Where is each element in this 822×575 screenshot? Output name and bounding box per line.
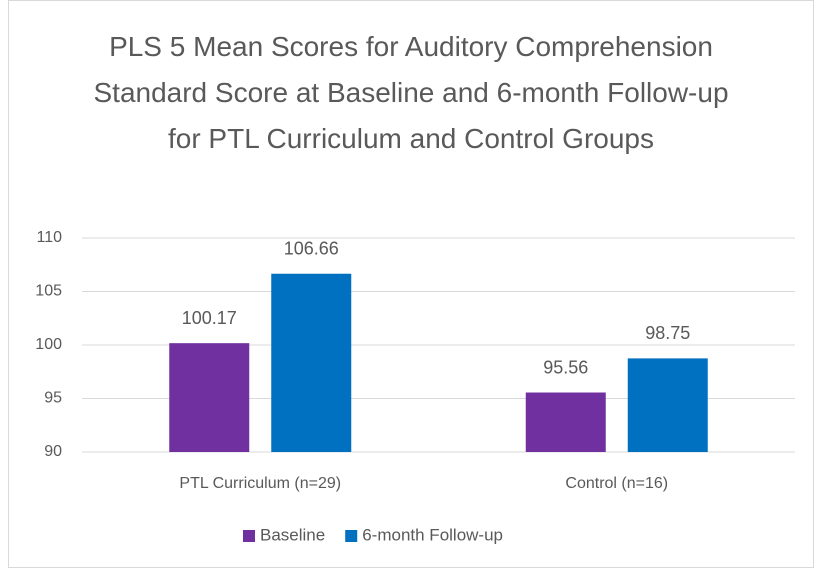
chart-border xyxy=(8,0,814,568)
y-tick-label: 110 xyxy=(36,229,62,246)
bar xyxy=(271,273,352,452)
legend-swatch xyxy=(243,530,255,542)
x-tick-label: PTL Curriculum (n=29) xyxy=(179,475,341,492)
chart-title: PLS 5 Mean Scores for Auditory Comprehen… xyxy=(93,31,729,154)
x-tick-label: Control (n=16) xyxy=(565,475,668,492)
data-label: 98.75 xyxy=(645,323,690,343)
y-tick-label: 105 xyxy=(35,283,62,300)
y-tick-label: 100 xyxy=(35,336,62,353)
bar xyxy=(525,392,606,452)
legend-label: Baseline xyxy=(260,525,325,544)
data-label: 95.56 xyxy=(543,357,588,377)
bar xyxy=(169,343,250,452)
data-label: 106.66 xyxy=(284,238,339,258)
y-tick-label: 95 xyxy=(44,390,62,407)
y-tick-label: 90 xyxy=(44,443,62,460)
legend-label: 6-month Follow-up xyxy=(362,525,503,544)
bar xyxy=(627,358,708,452)
data-label: 100.17 xyxy=(182,308,237,328)
legend-swatch xyxy=(345,530,358,542)
